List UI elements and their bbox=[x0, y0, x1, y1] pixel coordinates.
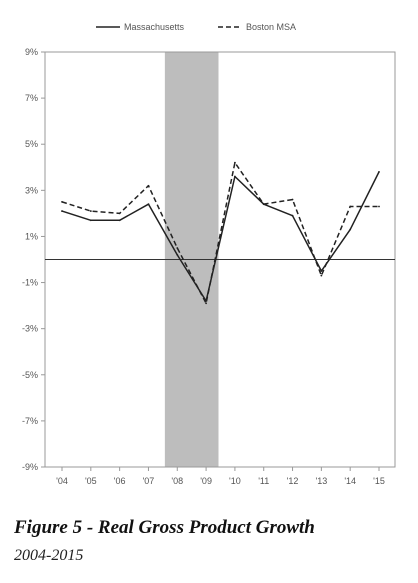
data-point bbox=[320, 270, 323, 272]
figure-caption-subtitle: 2004-2015 bbox=[14, 547, 84, 564]
data-point bbox=[147, 203, 150, 206]
x-tick-label: '06 bbox=[114, 476, 126, 486]
y-tick-label: -5% bbox=[22, 370, 38, 380]
data-point bbox=[205, 302, 207, 305]
data-point bbox=[118, 219, 121, 222]
data-point bbox=[89, 210, 92, 212]
y-tick-label: 9% bbox=[25, 47, 38, 57]
data-point bbox=[118, 212, 121, 215]
x-tick-label: '08 bbox=[171, 476, 183, 486]
y-tick-label: 3% bbox=[25, 185, 38, 195]
data-point bbox=[147, 184, 150, 187]
data-point bbox=[176, 247, 179, 249]
data-point bbox=[378, 205, 380, 208]
data-point bbox=[262, 203, 265, 206]
x-tick-label: '11 bbox=[258, 476, 269, 486]
data-point bbox=[291, 198, 294, 201]
x-tick-label: '12 bbox=[287, 476, 299, 486]
x-tick-label: '10 bbox=[229, 476, 241, 486]
data-point bbox=[89, 219, 92, 222]
x-tick-label: '05 bbox=[85, 476, 97, 486]
y-tick-label: -7% bbox=[22, 416, 38, 426]
data-point bbox=[176, 253, 179, 256]
series-line-boston-msa bbox=[61, 161, 379, 305]
x-tick-label: '13 bbox=[315, 476, 327, 486]
figure-caption-title: Figure 5 - Real Gross Product Growth bbox=[14, 517, 315, 538]
x-tick-label: '09 bbox=[200, 476, 212, 486]
x-tick-label: '04 bbox=[56, 476, 68, 486]
y-tick-label: -1% bbox=[22, 278, 38, 288]
data-point bbox=[61, 210, 63, 212]
x-tick-label: '07 bbox=[143, 476, 155, 486]
data-point bbox=[234, 161, 236, 164]
data-point bbox=[234, 175, 236, 178]
legend-label: Boston MSA bbox=[246, 22, 296, 32]
data-point bbox=[349, 205, 352, 208]
data-point bbox=[291, 214, 294, 217]
y-tick-label: 1% bbox=[25, 231, 38, 241]
chart: 9% 7% 5% 3% 1% -1% -3% -5% -7% -9% '04 '05 '06 '07 '0… bbox=[22, 22, 396, 486]
legend-label: Massachusetts bbox=[124, 22, 185, 32]
data-point bbox=[61, 200, 63, 203]
data-point bbox=[349, 228, 352, 231]
y-tick-label: 7% bbox=[25, 93, 38, 103]
data-point bbox=[320, 274, 323, 277]
x-tick-label: '14 bbox=[344, 476, 356, 486]
x-tick-label: '15 bbox=[373, 476, 385, 486]
data-point bbox=[378, 170, 380, 173]
y-tick-label: 5% bbox=[25, 139, 38, 149]
y-tick-label: -3% bbox=[22, 324, 38, 334]
y-tick-label: -9% bbox=[22, 462, 38, 472]
